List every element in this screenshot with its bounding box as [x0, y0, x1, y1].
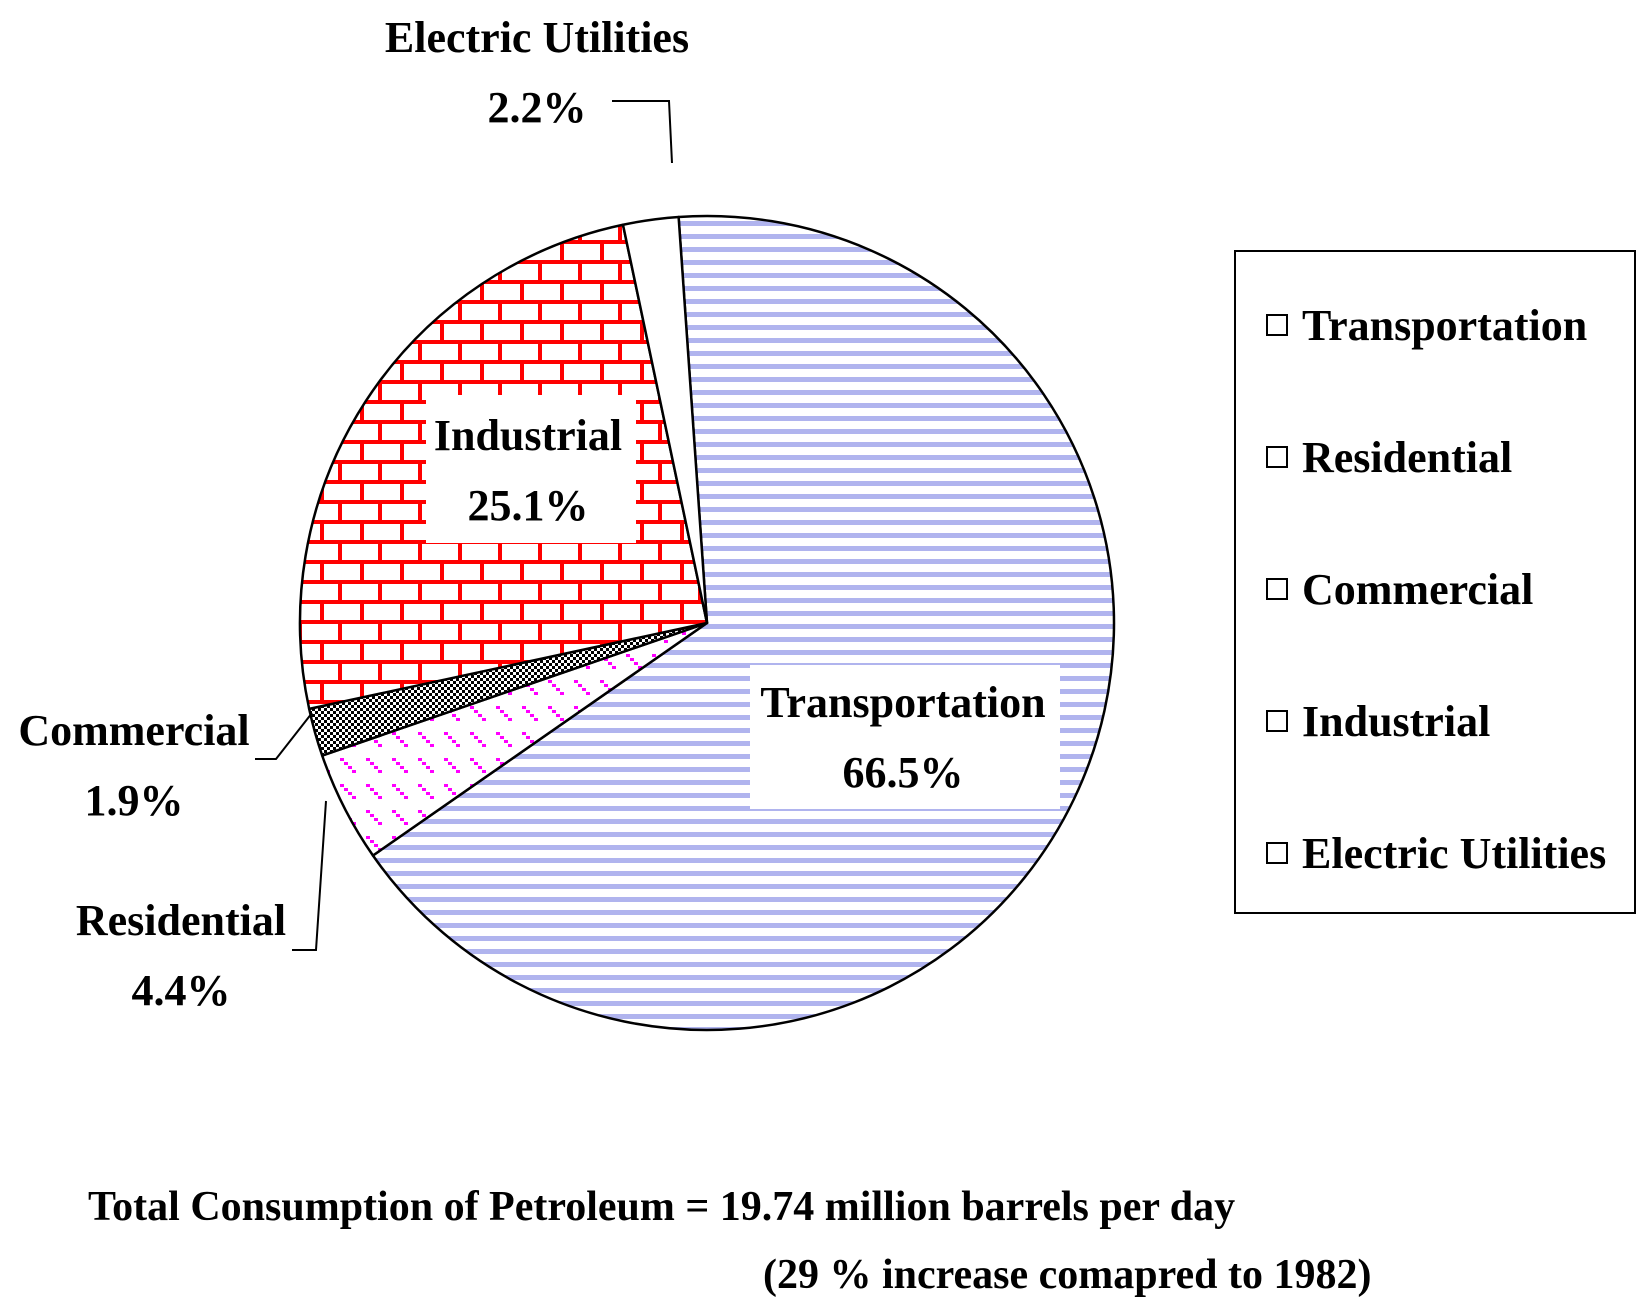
slice-label-commercial: Commercial [18, 706, 249, 755]
pie-slices [298, 214, 1116, 1032]
leader-line-residential [292, 800, 327, 951]
footer-total-consumption: Total Consumption of Petroleum = 19.74 m… [88, 1184, 1236, 1230]
slice-percent-transportation: 66.5% [843, 748, 964, 797]
pie-slice-transportation [371, 214, 1116, 1032]
slice-percent-industrial: 25.1% [468, 481, 589, 530]
leader-line-commercial [255, 712, 313, 760]
label-background-transportation [750, 665, 1060, 809]
slice-labels: Transportation 66.5% Residential 4.4% Commer… [18, 13, 1060, 1015]
slice-percent-residential: 4.4% [132, 966, 231, 1015]
legend: Transportation Residential Commercial In… [1234, 250, 1636, 914]
slice-label-residential: Residential [76, 896, 286, 945]
legend-item-industrial: Industrial [1266, 696, 1490, 746]
label-background-industrial [426, 395, 636, 543]
legend-item-commercial: Commercial [1266, 564, 1533, 614]
slice-percent-commercial: 1.9% [85, 776, 184, 825]
legend-label: Residential [1302, 432, 1513, 482]
pie-slice-electric-utilities [621, 215, 709, 625]
slice-label-transportation: Transportation [760, 678, 1045, 727]
leader-line-electric-utilities [612, 100, 673, 164]
legend-swatch-commercial [1266, 578, 1288, 600]
legend-item-residential: Residential [1266, 432, 1512, 482]
legend-item-transportation: Transportation [1266, 300, 1587, 350]
legend-item-electric-utilities: Electric Utilities [1266, 828, 1606, 878]
legend-swatch-electric-utilities [1266, 842, 1288, 864]
legend-label: Electric Utilities [1302, 828, 1607, 878]
slice-label-industrial: Industrial [434, 411, 622, 460]
legend-swatch-transportation [1266, 314, 1288, 336]
footer-increase-note: (29 % increase comapred to 1982) [763, 1252, 1372, 1298]
leader-lines [255, 100, 673, 951]
legend-label: Industrial [1302, 696, 1491, 746]
legend-label: Commercial [1302, 564, 1534, 614]
legend-label: Transportation [1302, 300, 1588, 350]
legend-swatch-industrial [1266, 710, 1288, 732]
legend-swatch-residential [1266, 446, 1288, 468]
slice-label-electric-utilities: Electric Utilities [385, 13, 689, 62]
slice-percent-electric-utilities: 2.2% [488, 83, 587, 132]
